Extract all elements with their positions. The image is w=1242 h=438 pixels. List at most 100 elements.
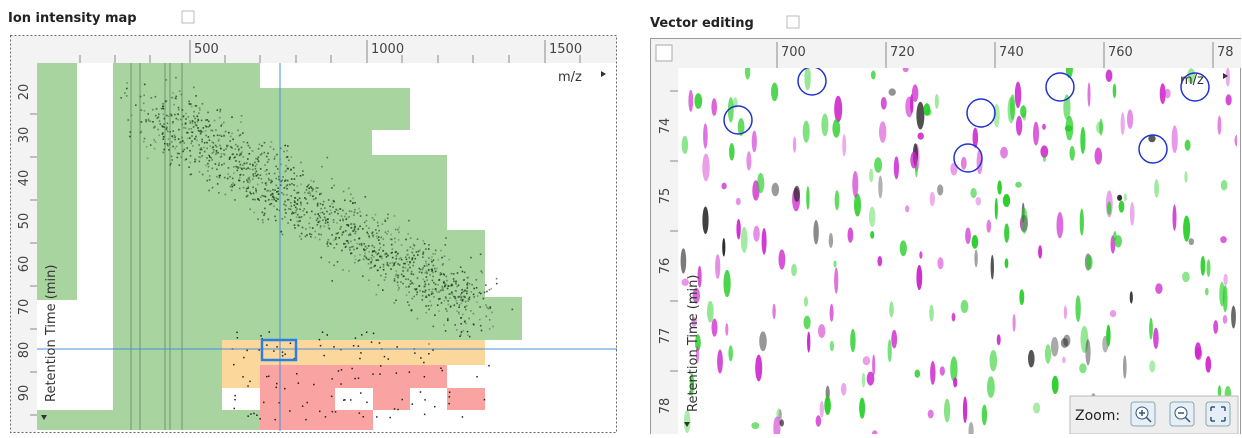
point	[265, 181, 268, 184]
point	[302, 174, 304, 176]
point	[180, 156, 182, 158]
detach-icon[interactable]	[786, 15, 800, 29]
x-tick-label: 740	[999, 45, 1024, 60]
zoom-in-button[interactable]	[1130, 401, 1156, 427]
point	[256, 183, 259, 186]
point	[209, 145, 212, 147]
point	[186, 147, 188, 149]
point	[248, 178, 250, 181]
blob	[970, 187, 977, 199]
point	[353, 211, 356, 214]
blob	[842, 134, 847, 157]
point	[460, 302, 463, 305]
zoom-out-button[interactable]	[1169, 401, 1195, 427]
point	[296, 175, 298, 177]
point	[232, 153, 235, 155]
point	[320, 256, 323, 259]
point	[240, 146, 243, 149]
point	[358, 237, 361, 240]
point	[336, 261, 339, 263]
point	[305, 418, 307, 421]
point	[368, 279, 370, 282]
blob	[1042, 155, 1046, 162]
point	[234, 394, 236, 397]
point	[215, 150, 218, 153]
point	[220, 153, 223, 155]
point	[424, 283, 427, 286]
point	[172, 136, 174, 139]
point	[296, 192, 298, 194]
selection-box[interactable]	[260, 338, 298, 362]
point	[472, 293, 475, 296]
blob	[711, 98, 717, 116]
point	[310, 187, 313, 189]
point	[307, 192, 309, 194]
x-tick-label: 78	[1217, 45, 1234, 60]
point	[143, 137, 146, 140]
point	[208, 125, 211, 127]
blob	[1015, 181, 1022, 188]
point	[357, 345, 360, 347]
point	[416, 277, 419, 280]
point	[459, 266, 462, 268]
point	[461, 270, 464, 273]
point	[333, 346, 335, 348]
blob	[888, 88, 896, 96]
point	[358, 243, 361, 246]
point	[324, 218, 327, 221]
blob	[1002, 194, 1011, 207]
point	[259, 154, 262, 156]
point	[488, 289, 491, 291]
point	[345, 245, 347, 248]
point	[371, 244, 374, 247]
fit-button[interactable]	[1205, 401, 1231, 427]
point	[281, 218, 284, 220]
blob	[771, 82, 779, 102]
point	[285, 164, 287, 167]
point	[391, 251, 393, 254]
point	[127, 119, 129, 121]
point	[213, 119, 216, 122]
point	[321, 165, 323, 168]
point	[215, 150, 218, 152]
point	[162, 151, 165, 154]
point	[449, 297, 451, 299]
point	[422, 251, 425, 254]
blob	[1217, 115, 1222, 135]
point	[406, 249, 408, 252]
point	[238, 187, 241, 190]
point	[296, 208, 298, 210]
blob	[937, 184, 944, 196]
point	[284, 208, 286, 211]
blob	[761, 228, 767, 255]
point	[190, 128, 193, 130]
point	[353, 248, 355, 251]
blob	[688, 89, 694, 112]
point	[249, 180, 252, 182]
point	[205, 134, 207, 137]
blob	[793, 185, 800, 202]
point	[329, 242, 331, 245]
point	[432, 349, 434, 351]
point	[464, 300, 467, 303]
point	[344, 199, 346, 202]
point	[312, 198, 315, 201]
corner-button[interactable]	[655, 44, 673, 62]
point	[406, 270, 409, 272]
point	[375, 259, 378, 261]
point	[261, 181, 264, 184]
point	[409, 237, 412, 239]
detach-icon[interactable]	[181, 10, 195, 24]
point	[293, 184, 295, 186]
panel-title: Ion intensity map	[8, 11, 137, 26]
point	[344, 399, 346, 401]
point	[197, 127, 199, 129]
point	[405, 286, 408, 288]
blob	[917, 132, 924, 140]
point	[384, 252, 387, 255]
point	[431, 256, 433, 258]
point	[384, 219, 386, 221]
point	[247, 187, 249, 189]
point	[129, 135, 131, 138]
blob	[1225, 94, 1232, 106]
